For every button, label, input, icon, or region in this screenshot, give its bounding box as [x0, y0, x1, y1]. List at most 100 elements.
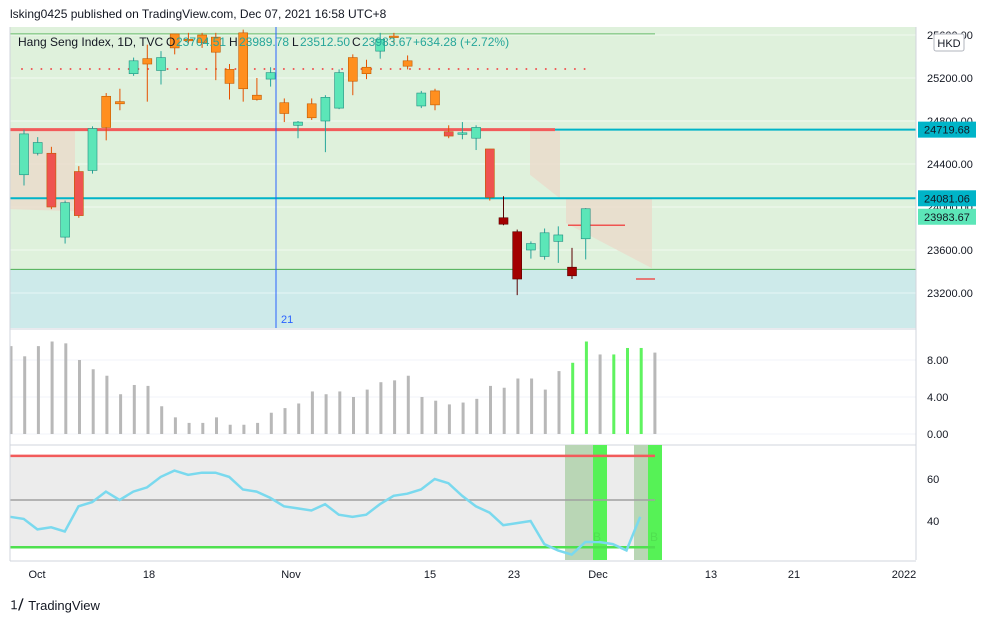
candle-body — [402, 60, 413, 67]
legend-close: 23983.67 — [362, 35, 412, 49]
level-price-label: 24081.06 — [924, 193, 970, 205]
dot — [253, 68, 256, 70]
legend-open: 23704.51 — [176, 35, 226, 49]
price-tick-label: 23200.00 — [927, 288, 973, 300]
volume-bar — [626, 347, 629, 434]
volume-bar — [242, 424, 246, 434]
level-price-label: 24719.68 — [924, 125, 970, 137]
volume-bar — [584, 341, 588, 434]
candle-body — [197, 34, 207, 43]
dotted-red-level — [21, 68, 586, 70]
volume-bar — [516, 378, 520, 434]
candle-body — [293, 121, 303, 126]
candle-body — [115, 101, 125, 105]
candle-body — [183, 38, 194, 42]
candle-body — [74, 171, 84, 216]
dot — [564, 68, 567, 70]
volume-bar — [310, 391, 314, 434]
volume-bar — [598, 354, 602, 434]
volume-bar — [447, 404, 451, 434]
candle-body — [142, 58, 153, 65]
volume-bar — [269, 412, 273, 434]
dot — [515, 68, 518, 70]
legend-change: +634.28 (+2.72%) — [413, 35, 509, 49]
candle-body — [211, 36, 221, 53]
legend: Hang Seng Index, 1D, TVC O 23704.51 H 23… — [18, 35, 509, 49]
time-tick-label: 23 — [508, 569, 520, 581]
dot — [108, 68, 111, 70]
currency-label: HKD — [937, 38, 960, 50]
time-tick-label: 2022 — [892, 569, 916, 581]
candle-body — [375, 38, 386, 52]
volume-bar — [502, 387, 506, 434]
volume-bar — [653, 352, 657, 434]
dot — [88, 68, 91, 70]
dot — [535, 68, 538, 70]
candle-body — [320, 97, 331, 122]
candle-body — [265, 72, 276, 80]
volume-bar — [297, 403, 301, 434]
candle-body — [19, 133, 29, 176]
footer: 𝟷⧸ TradingView — [10, 597, 100, 613]
dot — [176, 68, 179, 70]
volume-bar — [393, 380, 397, 434]
time-tick-label: Oct — [28, 569, 45, 581]
osc-marker-b: B — [650, 530, 658, 544]
volume-bar — [352, 397, 355, 434]
volume-bar — [23, 356, 27, 434]
candle-body — [156, 57, 166, 71]
osc-line — [9, 469, 642, 557]
volume-bar — [119, 394, 123, 434]
footer-brand: TradingView — [28, 597, 100, 613]
last-price-label: 23983.67 — [924, 212, 970, 224]
dot — [302, 68, 305, 70]
volume-bar — [475, 398, 479, 434]
price-tick-label: 23600.00 — [927, 245, 973, 257]
dot — [263, 68, 266, 70]
volume-bar — [36, 346, 40, 434]
dot — [399, 68, 402, 70]
dot — [273, 68, 276, 70]
dot — [98, 68, 101, 70]
volume-bar — [530, 378, 534, 434]
dot — [554, 68, 557, 70]
dot — [321, 68, 324, 70]
candle-body — [334, 72, 344, 109]
price-tick-label: 25200.00 — [927, 73, 973, 85]
volume-bar — [365, 389, 369, 434]
volume-bar — [256, 422, 260, 434]
dot — [467, 68, 470, 70]
candle-body — [101, 95, 111, 128]
teal-zone — [10, 269, 916, 328]
legend-high-label: H — [229, 35, 238, 49]
osc-highlight — [593, 445, 607, 560]
volume-bar — [283, 408, 287, 434]
volume-bar — [489, 385, 492, 434]
beige-zone — [530, 129, 560, 199]
candle-body — [252, 94, 262, 100]
volume-bar — [50, 341, 54, 434]
volume-bar — [91, 369, 95, 434]
dot — [457, 68, 460, 70]
price-tick-label: 24400.00 — [927, 159, 973, 171]
dot — [506, 68, 508, 70]
dot — [21, 68, 23, 70]
dot — [496, 68, 499, 70]
volume-bar — [173, 417, 177, 434]
dot — [79, 68, 82, 70]
currency-button[interactable]: HKD — [933, 33, 965, 52]
dot — [50, 68, 53, 70]
time-tick-label: Nov — [281, 569, 301, 581]
dot — [379, 68, 382, 70]
volume-tick-label: 8.00 — [927, 355, 948, 367]
dot — [583, 68, 586, 70]
volume-bar — [105, 375, 109, 434]
candle-body — [224, 69, 235, 84]
time-tick-label: 13 — [705, 569, 717, 581]
volume-tick-label: 4.00 — [927, 392, 948, 404]
legend-low: 23512.50 — [300, 35, 350, 49]
osc-tick-label: 40 — [927, 516, 939, 528]
dot — [525, 68, 528, 70]
volume-bar — [639, 347, 643, 434]
